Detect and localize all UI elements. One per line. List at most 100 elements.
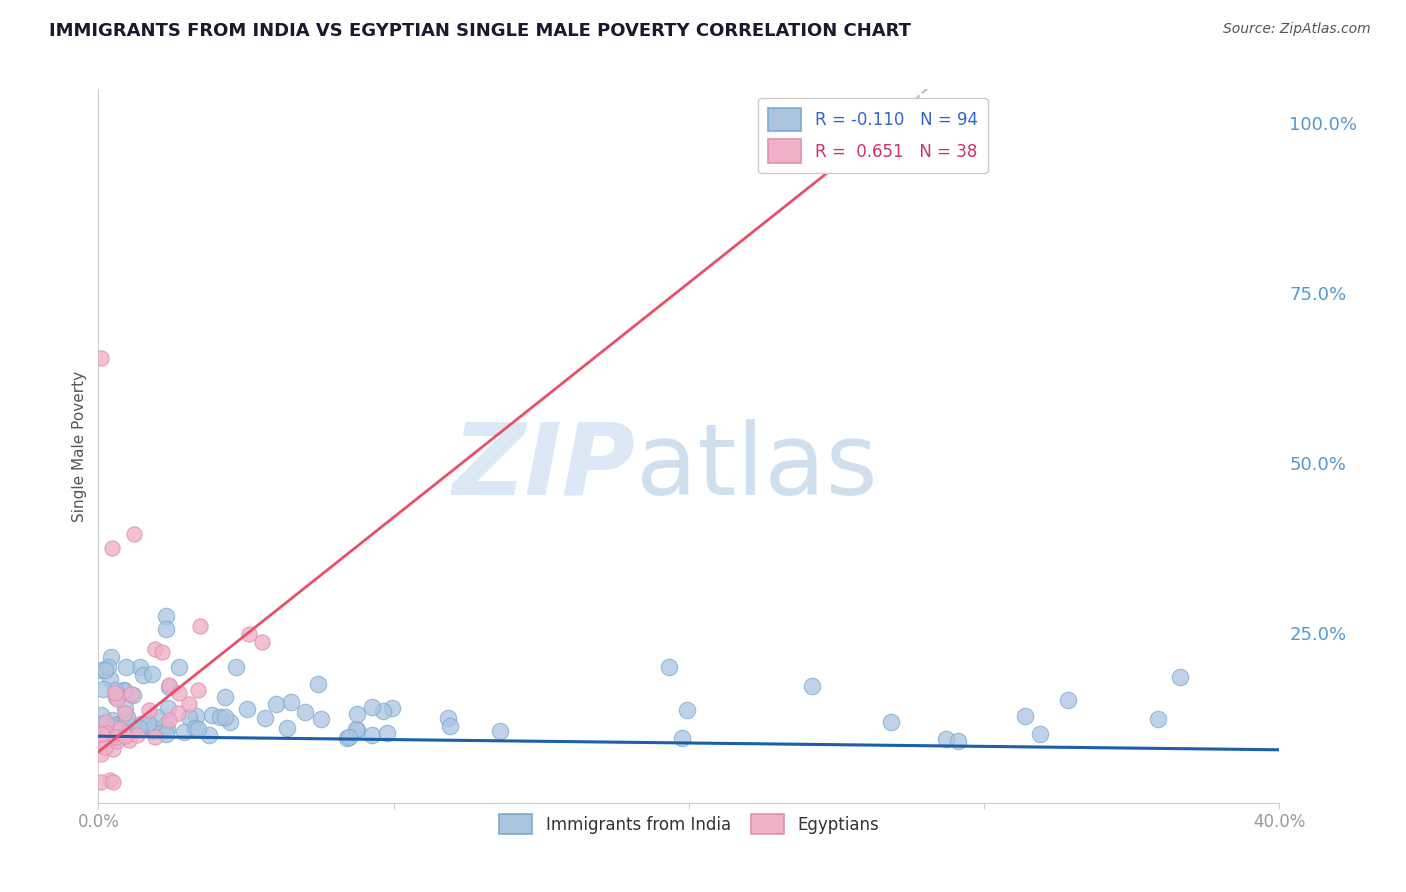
- Point: [179, 709, 201, 723]
- Point: [104, 730, 127, 744]
- Point: [100, 649, 122, 664]
- Point: [90, 351, 112, 365]
- Point: [214, 710, 236, 724]
- Point: [117, 710, 139, 724]
- Point: [157, 701, 180, 715]
- Point: [114, 728, 136, 742]
- Point: [201, 708, 224, 723]
- Point: [101, 713, 124, 727]
- Point: [280, 695, 302, 709]
- Point: [214, 690, 236, 705]
- Point: [167, 660, 190, 674]
- Point: [250, 635, 273, 649]
- Point: [97, 660, 120, 674]
- Point: [132, 667, 155, 681]
- Point: [276, 721, 298, 735]
- Point: [105, 692, 128, 706]
- Point: [103, 726, 125, 740]
- Point: [94, 721, 117, 735]
- Point: [1147, 712, 1170, 726]
- Point: [90, 717, 112, 731]
- Point: [91, 727, 114, 741]
- Point: [167, 685, 190, 699]
- Point: [94, 663, 117, 677]
- Point: [90, 663, 112, 677]
- Point: [93, 739, 115, 754]
- Point: [236, 702, 259, 716]
- Point: [488, 724, 510, 739]
- Point: [104, 732, 127, 747]
- Point: [101, 742, 124, 756]
- Point: [375, 725, 398, 739]
- Text: atlas: atlas: [636, 419, 877, 516]
- Point: [143, 730, 166, 744]
- Point: [121, 723, 143, 737]
- Point: [1014, 709, 1036, 723]
- Point: [142, 723, 165, 738]
- Point: [103, 721, 125, 735]
- Point: [167, 706, 190, 720]
- Point: [880, 714, 903, 729]
- Point: [104, 686, 127, 700]
- Point: [129, 660, 152, 674]
- Point: [437, 711, 460, 725]
- Point: [948, 734, 970, 748]
- Point: [146, 710, 169, 724]
- Point: [153, 718, 176, 732]
- Point: [346, 723, 368, 737]
- Point: [187, 722, 209, 736]
- Point: [96, 726, 118, 740]
- Point: [157, 713, 180, 727]
- Point: [110, 715, 132, 730]
- Point: [371, 704, 394, 718]
- Point: [101, 541, 124, 555]
- Point: [439, 718, 461, 732]
- Point: [98, 672, 121, 686]
- Point: [138, 703, 160, 717]
- Text: ZIP: ZIP: [453, 419, 636, 516]
- Point: [114, 714, 136, 728]
- Point: [381, 701, 404, 715]
- Point: [173, 725, 195, 739]
- Point: [197, 728, 219, 742]
- Point: [138, 715, 160, 730]
- Point: [90, 733, 112, 747]
- Point: [105, 690, 128, 704]
- Point: [90, 724, 112, 739]
- Point: [156, 722, 179, 736]
- Point: [309, 712, 332, 726]
- Point: [125, 728, 148, 742]
- Point: [177, 698, 200, 712]
- Point: [1056, 693, 1078, 707]
- Point: [138, 718, 160, 732]
- Point: [361, 728, 384, 742]
- Point: [264, 697, 287, 711]
- Point: [115, 660, 138, 674]
- Point: [90, 727, 112, 741]
- Point: [93, 681, 115, 696]
- Point: [157, 680, 180, 694]
- Point: [143, 642, 166, 657]
- Point: [336, 731, 359, 745]
- Point: [104, 683, 127, 698]
- Point: [128, 722, 150, 736]
- Point: [103, 774, 125, 789]
- Point: [225, 660, 247, 674]
- Point: [114, 729, 136, 743]
- Point: [238, 627, 260, 641]
- Point: [112, 683, 135, 698]
- Point: [1029, 727, 1052, 741]
- Point: [103, 718, 125, 732]
- Point: [188, 619, 211, 633]
- Point: [155, 623, 177, 637]
- Point: [94, 715, 117, 730]
- Point: [658, 660, 681, 674]
- Point: [219, 714, 242, 729]
- Point: [294, 705, 316, 719]
- Point: [98, 772, 121, 787]
- Point: [150, 645, 173, 659]
- Point: [183, 722, 205, 736]
- Point: [209, 710, 232, 724]
- Point: [122, 527, 145, 541]
- Point: [100, 727, 122, 741]
